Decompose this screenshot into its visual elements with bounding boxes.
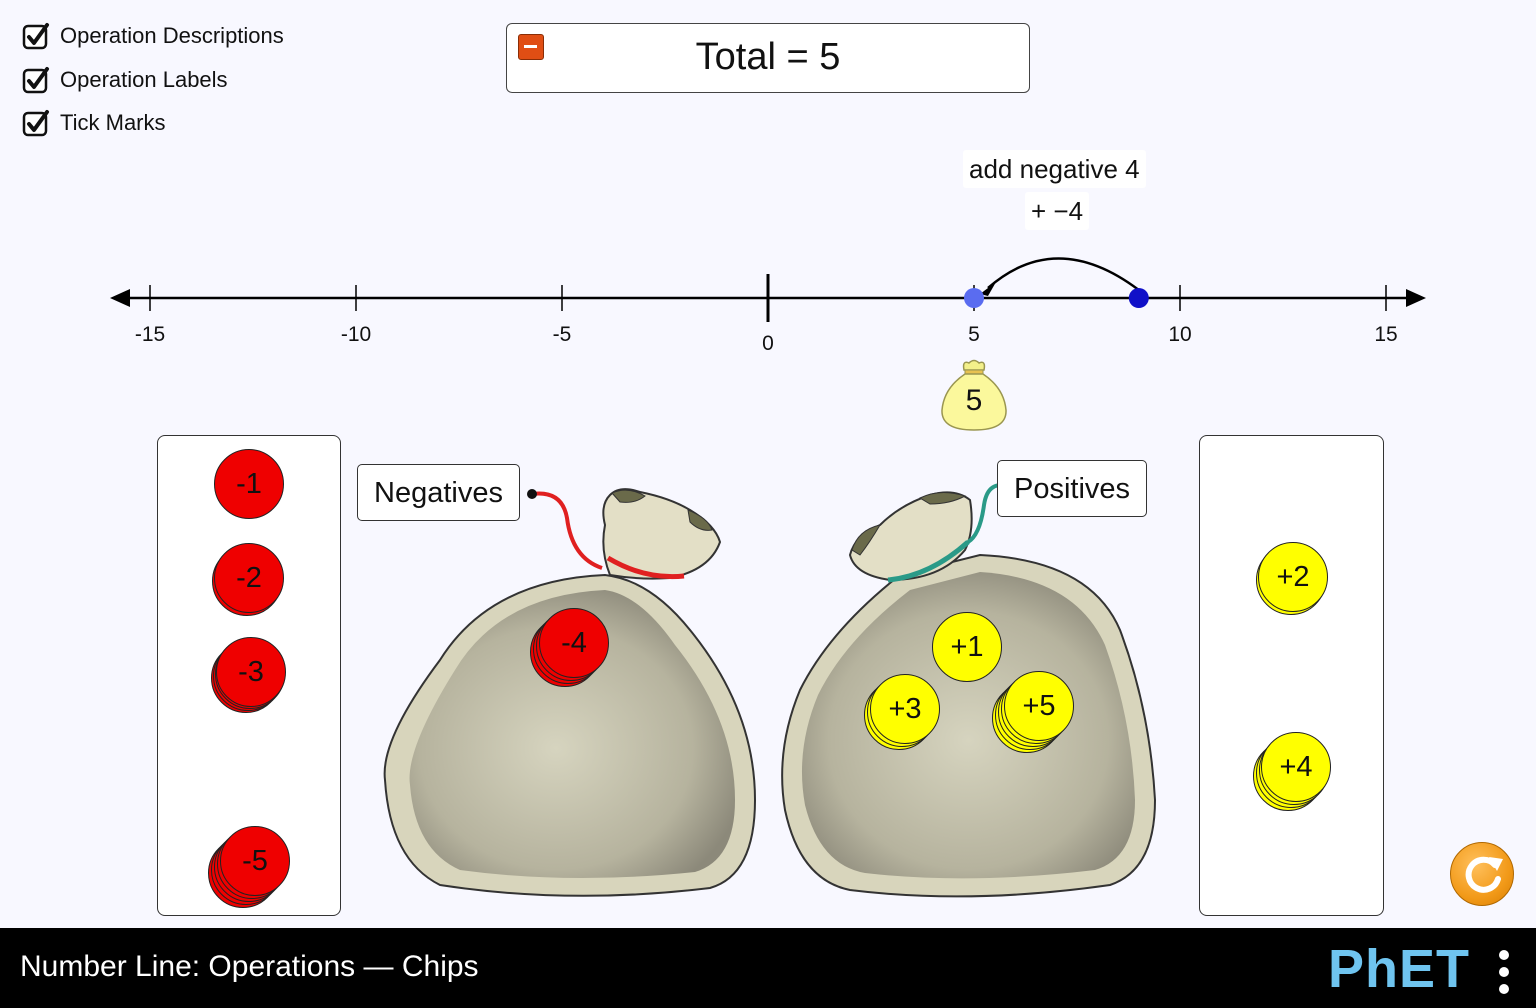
start-point bbox=[1128, 288, 1149, 308]
negative-chip-stack[interactable]: -5 bbox=[208, 826, 290, 908]
positives-sack bbox=[781, 491, 1157, 898]
total-panel: Total = 5 bbox=[506, 23, 1030, 93]
phet-logo[interactable]: PhET bbox=[1328, 939, 1471, 999]
negatives-sack bbox=[383, 488, 757, 897]
checkmark-icon bbox=[22, 22, 50, 50]
reset-all-button[interactable] bbox=[1450, 842, 1514, 906]
positive-chip-stack[interactable]: +2 bbox=[1256, 542, 1328, 615]
net-worth-bag: 5 bbox=[938, 358, 1010, 434]
end-point bbox=[964, 288, 984, 308]
positive-chip-stack[interactable]: +4 bbox=[1253, 732, 1331, 811]
navigation-bar: Number Line: Operations — Chips PhET bbox=[0, 928, 1536, 1008]
negative-chip-stack[interactable]: -4 bbox=[530, 608, 609, 687]
minus-icon[interactable] bbox=[518, 34, 544, 60]
tick-label: -15 bbox=[134, 323, 166, 346]
tick-label: 15 bbox=[1374, 323, 1398, 346]
chip-value: +1 bbox=[932, 612, 1002, 682]
positive-chip-stack[interactable]: +1 bbox=[932, 612, 1002, 682]
arrow-head bbox=[980, 282, 996, 296]
chip-value: +3 bbox=[870, 674, 940, 744]
checkbox-label: Tick Marks bbox=[60, 110, 166, 135]
chip-value: -1 bbox=[214, 449, 284, 519]
negatives-drawstring bbox=[527, 489, 603, 570]
chip-value: -3 bbox=[216, 637, 286, 707]
negative-chip-stack[interactable]: -3 bbox=[211, 637, 286, 713]
tick-label: -5 bbox=[552, 323, 572, 346]
total-readout: Total = 5 bbox=[695, 36, 841, 78]
checkmark-icon bbox=[22, 109, 50, 137]
chip-value: +2 bbox=[1258, 542, 1328, 612]
positives-label: Positives bbox=[997, 460, 1148, 517]
positive-chip-stack[interactable]: +3 bbox=[864, 674, 940, 750]
operation-descriptions-checkbox[interactable]: Operation Descriptions bbox=[22, 22, 284, 50]
number-line bbox=[110, 257, 1426, 322]
chip-value: +5 bbox=[1004, 671, 1074, 741]
operation-arrow bbox=[987, 257, 1140, 291]
tick-label: 10 bbox=[1168, 323, 1192, 346]
operation-description: add negative 4 bbox=[963, 150, 1146, 188]
chip-value: -4 bbox=[539, 608, 609, 678]
chip-value: -2 bbox=[214, 543, 284, 613]
menu-icon[interactable] bbox=[1494, 950, 1514, 994]
net-worth-value: 5 bbox=[965, 384, 983, 417]
positive-chip-stack[interactable]: +5 bbox=[992, 671, 1074, 753]
checkbox-label: Operation Descriptions bbox=[60, 23, 284, 48]
reset-icon bbox=[1465, 856, 1503, 893]
positive-chip-box bbox=[1199, 435, 1384, 916]
negative-chip-stack[interactable]: -1 bbox=[214, 449, 284, 519]
operation-label: + −4 bbox=[1025, 192, 1090, 230]
negative-chip-stack[interactable]: -2 bbox=[212, 543, 284, 616]
checkbox-label: Operation Labels bbox=[60, 67, 228, 92]
checkmark-icon bbox=[22, 66, 50, 94]
tick-label: 5 bbox=[968, 323, 980, 346]
operation-labels-checkbox[interactable]: Operation Labels bbox=[22, 66, 228, 94]
chip-value: -5 bbox=[220, 826, 290, 896]
tick-label: -10 bbox=[340, 323, 372, 346]
chip-value: +4 bbox=[1261, 732, 1331, 802]
sim-title: Number Line: Operations — Chips bbox=[20, 950, 479, 983]
tick-marks-checkbox[interactable]: Tick Marks bbox=[22, 109, 166, 137]
money-bag-icon bbox=[941, 359, 1007, 431]
negatives-label: Negatives bbox=[357, 464, 520, 521]
tick-label: 0 bbox=[762, 332, 774, 355]
